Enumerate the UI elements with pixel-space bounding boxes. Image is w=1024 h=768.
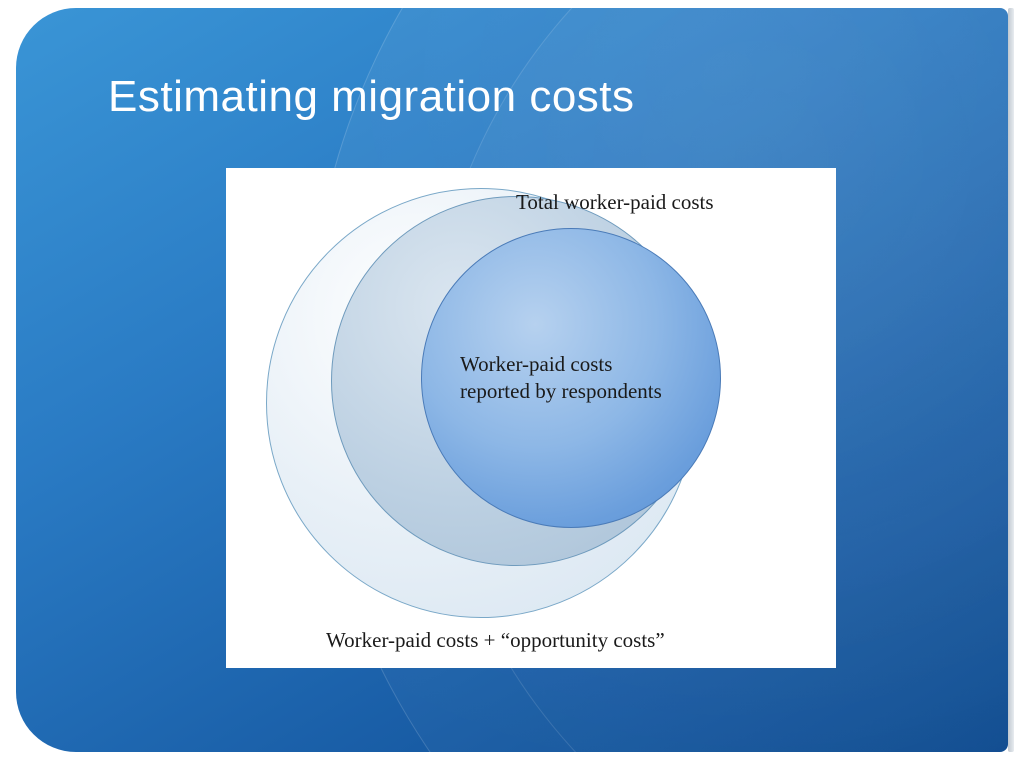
- slide-right-edge: [1008, 8, 1014, 752]
- slide-background: Estimating migration costs Worker-paid c…: [16, 8, 1008, 752]
- diagram-panel: Worker-paid costs reported by respondent…: [226, 168, 836, 668]
- mid-circle-label: Total worker-paid costs: [516, 190, 714, 215]
- inner-circle-label: Worker-paid costs reported by respondent…: [422, 351, 720, 406]
- slide-title: Estimating migration costs: [108, 72, 635, 122]
- slide: Estimating migration costs Worker-paid c…: [0, 0, 1024, 768]
- inner-circle: Worker-paid costs reported by respondent…: [421, 228, 721, 528]
- outer-circle-label: Worker-paid costs + “opportunity costs”: [326, 628, 665, 653]
